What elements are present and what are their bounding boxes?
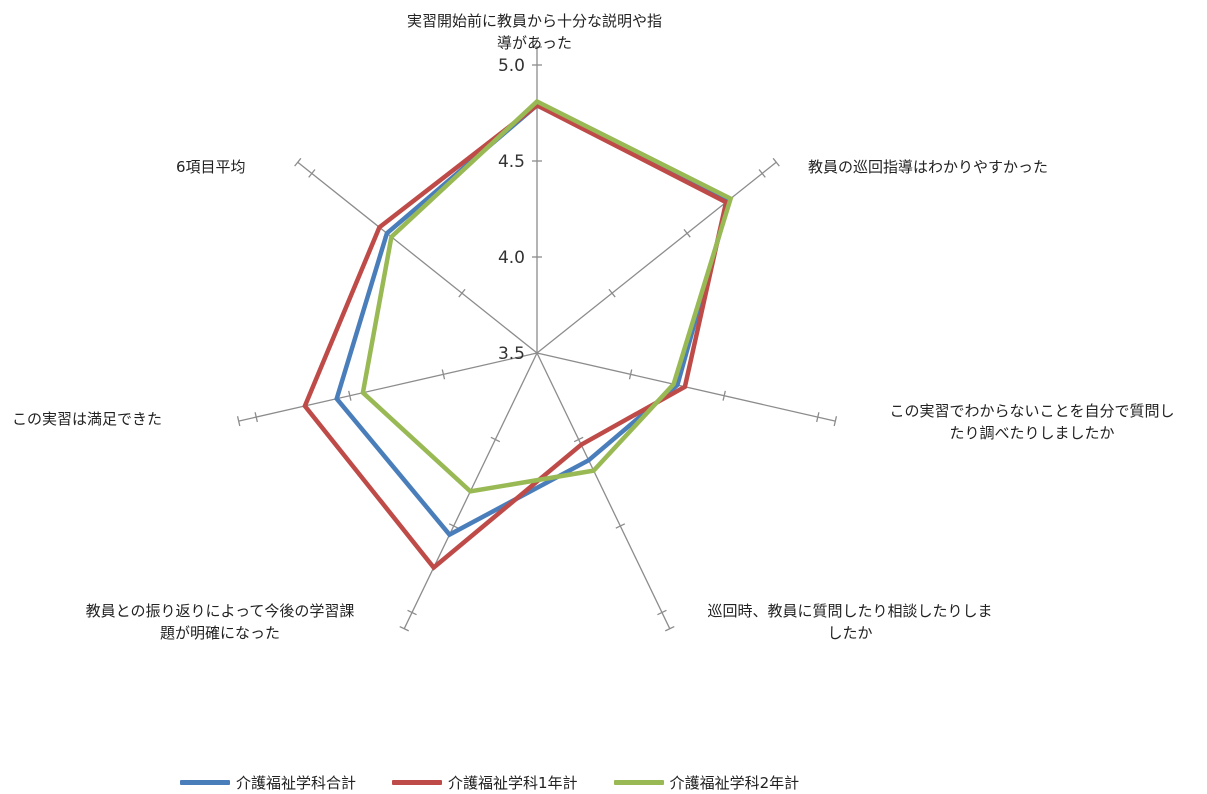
axis-line	[536, 352, 671, 629]
legend-swatch-year1	[392, 780, 443, 785]
axis-tick-mark	[407, 609, 417, 616]
axis-category-label-line: 導があった	[496, 34, 572, 52]
axis-tick-mark	[399, 625, 410, 632]
axis-tick-mark	[348, 390, 352, 401]
axis-tick-mark	[657, 609, 667, 616]
radar-axes	[236, 46, 838, 632]
axis-category-label: 教員の巡回指導はわかりやすかった	[808, 156, 1168, 178]
tick-label: 3.5	[498, 344, 525, 364]
axis-tick-mark	[308, 169, 316, 178]
axis-category-label-line: この実習でわからないことを自分で質問し	[889, 402, 1175, 420]
axis-category-label: 実習開始前に教員から十分な説明や指 導があった	[362, 10, 707, 54]
axis-category-label-line: この実習は満足できた	[12, 410, 163, 428]
axis-tick-mark	[448, 523, 459, 529]
axis-tick-mark	[254, 412, 258, 423]
axis-tick-mark	[608, 288, 616, 298]
axis-category-label: 6項目平均	[176, 156, 296, 178]
axis-tick-mark	[458, 288, 466, 298]
axis-category-label-line: 実習開始前に教員から十分な説明や指	[406, 12, 662, 30]
axis-category-label-line: たり調べたりしましたか	[949, 424, 1115, 442]
axis-tick-mark	[490, 436, 501, 443]
radar-series	[302, 98, 734, 571]
axis-category-label: この実習でわからないことを自分で質問し たり調べたりしましたか	[862, 400, 1202, 444]
tick-label: 5.0	[498, 56, 525, 76]
axis-tick-mark	[294, 157, 302, 167]
legend-swatch-year2	[613, 780, 664, 785]
legend-label-year2: 介護福祉学科2年計	[669, 774, 800, 792]
axis-category-label: 教員との振り返りによって今後の学習課 題が明確になった	[50, 600, 390, 644]
axis-category-label-line: 教員の巡回指導はわかりやすかった	[808, 158, 1049, 176]
axis-tick-mark	[664, 625, 675, 632]
axis-category-label-line: 題が明確になった	[159, 624, 280, 642]
axis-tick-mark	[615, 523, 626, 529]
axis-category-label-line: 巡回時、教員に質問したり相談したりしま	[707, 602, 993, 620]
axis-tick-mark	[772, 157, 780, 167]
radar-tick-labels: 3.5 4.0 4.5 5.0	[498, 56, 525, 364]
axis-tick-mark	[833, 416, 838, 427]
axis-tick-mark	[683, 228, 691, 238]
legend-label-total: 介護福祉学科合計	[236, 774, 357, 792]
axis-tick-mark	[816, 412, 820, 423]
tick-label: 4.5	[498, 152, 525, 172]
axis-tick-mark	[441, 369, 446, 380]
axis-tick-mark	[236, 416, 241, 427]
axis-tick-mark	[758, 169, 766, 178]
axis-category-label: この実習は満足できた	[12, 408, 212, 430]
series-line-3	[360, 98, 734, 494]
tick-label: 4.0	[498, 248, 525, 268]
axis-line	[297, 161, 538, 354]
axis-category-label: 巡回時、教員に質問したり相談したりしま したか	[680, 600, 1020, 644]
legend-item-year2: 介護福祉学科2年計	[613, 772, 800, 793]
axis-category-label-line: 教員との振り返りによって今後の学習課	[85, 602, 355, 620]
legend: 介護福祉学科合計 介護福祉学科1年計 介護福祉学科2年計	[180, 772, 799, 793]
legend-item-year1: 介護福祉学科1年計	[392, 772, 578, 793]
axis-line	[238, 352, 538, 422]
axis-tick-mark	[628, 369, 633, 380]
axis-tick-mark	[722, 390, 726, 401]
axis-category-label-line: 6項目平均	[176, 158, 246, 176]
legend-label-year1: 介護福祉学科1年計	[448, 774, 578, 792]
legend-swatch-total	[180, 780, 230, 785]
axis-tick-mark	[573, 436, 584, 443]
legend-item-total: 介護福祉学科合計	[180, 772, 356, 793]
axis-line	[536, 161, 777, 354]
axis-category-label-line: したか	[827, 624, 873, 642]
